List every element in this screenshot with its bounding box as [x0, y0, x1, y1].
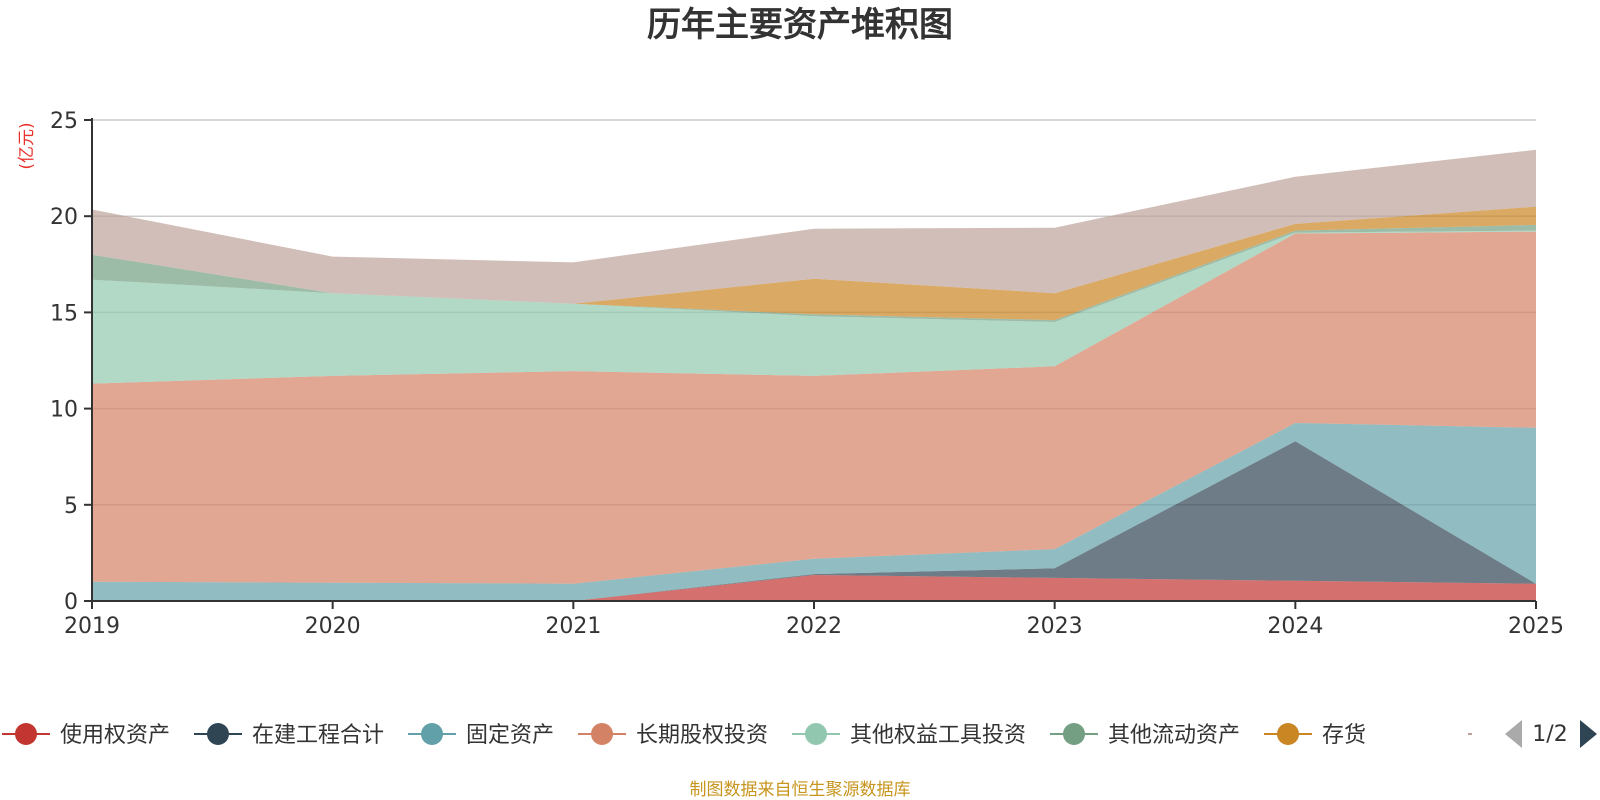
x-tick-label: 2024 [1267, 614, 1323, 639]
legend-item[interactable]: 其他权益工具投资 [792, 723, 1026, 748]
legend-marker-icon [15, 723, 37, 745]
legend-marker-icon [591, 723, 613, 745]
legend-item[interactable]: 长期股权投资 [578, 723, 768, 748]
legend-marker-icon [1063, 723, 1085, 745]
y-tick-label: 10 [50, 398, 78, 423]
area-存货[interactable] [92, 206, 1536, 321]
area-固定资产[interactable] [92, 423, 1536, 601]
legend-pager: 1/2 [1505, 720, 1597, 748]
legend-label: 固定资产 [466, 723, 554, 748]
y-tick-label: 25 [50, 109, 78, 134]
x-tick-label: 2021 [545, 614, 601, 639]
area-在建工程合计[interactable] [92, 441, 1536, 601]
legend-next-icon[interactable] [1580, 720, 1597, 748]
area-其他[interactable] [92, 149, 1536, 304]
legend-label: 在建工程合计 [252, 723, 384, 748]
legend-label: 长期股权投资 [636, 723, 768, 748]
legend-label: 使用权资产 [60, 723, 170, 748]
legend-item[interactable]: 存货 [1264, 723, 1366, 748]
legend-item[interactable]: 在建工程合计 [194, 723, 384, 748]
y-axis-label: (亿元) [17, 122, 37, 169]
y-tick-label: 15 [50, 301, 78, 326]
area-使用权资产[interactable] [92, 575, 1536, 601]
x-tick-label: 2023 [1027, 614, 1083, 639]
legend-item[interactable]: 固定资产 [408, 723, 554, 748]
y-tick-label: 5 [64, 494, 78, 519]
x-tick-label: 2025 [1508, 614, 1564, 639]
area-长期股权投资[interactable] [92, 231, 1536, 584]
source-note: 制图数据来自恒生聚源数据库 [690, 780, 911, 800]
legend-marker-icon [805, 723, 827, 745]
y-tick-label: 0 [64, 590, 78, 615]
legend-marker-icon [1481, 723, 1503, 745]
x-tick-label: 2019 [64, 614, 120, 639]
legend-label: 存货 [1322, 723, 1366, 748]
legend-prev-icon[interactable] [1505, 720, 1522, 748]
chart-title: 历年主要资产堆积图 [647, 5, 953, 45]
legend-marker-icon [1277, 723, 1299, 745]
legend-marker-icon [207, 723, 229, 745]
y-tick-label: 20 [50, 205, 78, 230]
legend-page-indicator: 1/2 [1532, 722, 1567, 747]
x-tick-label: 2022 [786, 614, 842, 639]
legend-label: 其他权益工具投资 [850, 723, 1026, 748]
legend-item[interactable]: 其他流动资产 [1050, 723, 1240, 748]
x-tick-label: 2020 [305, 614, 361, 639]
legend-item[interactable]: 使用权资产 [2, 723, 170, 748]
legend-marker-icon [421, 723, 443, 745]
area-其他权益工具投资[interactable] [92, 230, 1536, 384]
stacked-areas [92, 149, 1536, 601]
legend: 使用权资产 在建工程合计 固定资产 长期股权投资 其他权益工具投资 其他流动资产 存货 [2, 723, 1503, 748]
legend-label: 其他流动资产 [1108, 723, 1240, 748]
